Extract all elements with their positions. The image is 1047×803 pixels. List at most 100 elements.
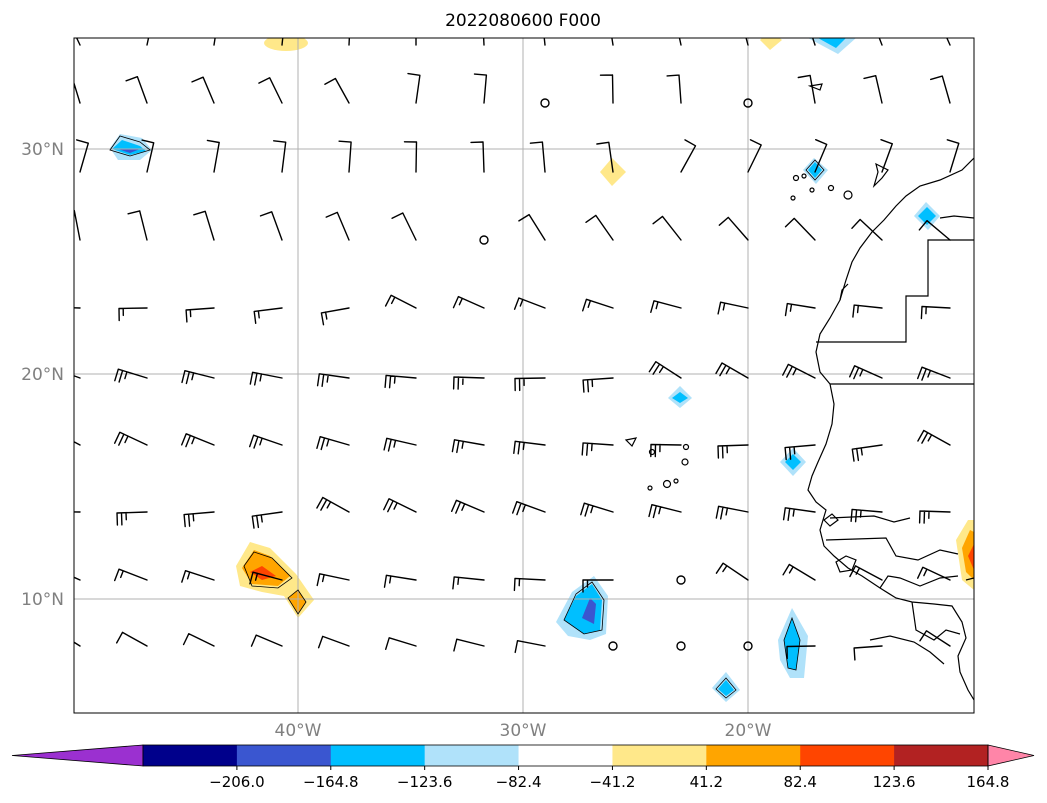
wind-barb [512, 501, 546, 516]
lat-labels: 30°N 20°N 10°N [21, 140, 64, 610]
wind-barb [946, 139, 960, 173]
wind-barb [325, 211, 350, 241]
calm-circle [479, 235, 489, 245]
wind-barb [514, 640, 546, 654]
colorbar [11, 744, 1035, 767]
wind-barb [383, 498, 417, 513]
wind-barb [391, 212, 417, 241]
calm-circle [676, 575, 686, 585]
wind-barb [782, 363, 816, 379]
wind-barb [114, 368, 148, 383]
wind-barb [384, 294, 417, 309]
wind-barb [250, 634, 283, 647]
colorbar-tick-labels: −206.0 −164.8 −123.6 −82.4 −41.2 41.2 82.4 123.… [209, 766, 1009, 791]
wind-barb [849, 565, 883, 581]
colorbar-box [518, 745, 613, 766]
colorbar-extend-low [11, 744, 144, 767]
colorbar-tick-label: 82.4 [784, 773, 817, 791]
wind-barb [878, 38, 883, 46]
wind-barb [650, 300, 682, 313]
wind-barb [74, 307, 81, 309]
wind-barb [513, 297, 546, 310]
wind-barb [415, 38, 417, 46]
wind-barb [451, 499, 485, 514]
wind-barb [251, 511, 283, 529]
wind-barb [482, 38, 485, 46]
wind-barb [452, 295, 485, 309]
colorbar-tick-label: −123.6 [397, 773, 453, 791]
colorbar-box [143, 745, 238, 766]
wind-barb [852, 304, 883, 318]
contour-lines [109, 135, 825, 699]
wind-barb [782, 507, 816, 521]
wind-barb [249, 434, 283, 449]
wind-barb [273, 140, 287, 173]
lon-label-20w: 20°W [725, 721, 772, 741]
wind-barb [849, 365, 883, 380]
wind-barb [253, 307, 283, 324]
map-panel [74, 38, 974, 713]
wind-barb [853, 645, 883, 661]
wind-barb [125, 76, 148, 104]
wind-barb [580, 502, 614, 517]
wind-barb [582, 298, 614, 312]
wind-barb [206, 139, 220, 173]
coastlines [624, 83, 974, 701]
wind-barb [611, 38, 614, 46]
wind-barb [114, 568, 148, 582]
wind-barb [74, 209, 81, 241]
wind-barb [930, 75, 951, 104]
wind-barb [717, 444, 749, 459]
colorbar-box [330, 745, 426, 766]
wind-barb [652, 215, 682, 241]
wind-barb [582, 579, 614, 593]
lon-labels: 40°W 30°W 20°W [275, 721, 772, 741]
wind-barb [146, 38, 150, 46]
wind-barb [141, 139, 155, 173]
wind-barb [715, 562, 749, 581]
wind-barb [784, 302, 816, 317]
wind-barb [116, 511, 148, 526]
colorbar-box [706, 745, 801, 766]
colorbar-box [894, 745, 989, 766]
colorbar-box [612, 745, 707, 766]
wind-barb [75, 38, 81, 46]
colorbar-tick-label: −164.8 [303, 773, 359, 791]
wind-barb [181, 370, 215, 385]
wind-barb [543, 38, 546, 46]
colorbar-box [236, 745, 332, 766]
calm-circle [743, 98, 753, 108]
wind-barb [74, 641, 81, 647]
wind-barb [453, 638, 485, 652]
wind-barb [316, 436, 350, 451]
wind-barb [513, 577, 546, 592]
wind-barb [680, 139, 697, 173]
figure-title: 2022080600 F000 [445, 11, 601, 31]
wind-barb [880, 139, 893, 173]
wind-barb [851, 444, 883, 462]
wind-barb [782, 563, 816, 581]
wind-barb [518, 213, 546, 241]
wind-barb [596, 141, 614, 173]
wind-barb [917, 429, 951, 446]
wind-barbs [74, 38, 960, 661]
calm-circle [676, 641, 686, 651]
wind-barb [585, 214, 614, 241]
wind-barb [116, 631, 148, 647]
wind-barb [185, 307, 215, 323]
wind-barb [666, 74, 682, 104]
wind-barb [786, 645, 816, 660]
wind-barb [451, 439, 485, 454]
wind-barb [917, 566, 951, 581]
colorbar-box [424, 745, 520, 766]
wind-barb [74, 576, 81, 581]
lon-label-30w: 30°W [500, 721, 547, 741]
wind-barb [648, 361, 682, 379]
colorbar-tick-label: 41.2 [690, 773, 723, 791]
wind-barb [851, 218, 883, 241]
contour-negative-top-right [808, 38, 856, 54]
wind-barb [183, 511, 215, 528]
wind-barb [193, 210, 215, 241]
wind-barb [385, 637, 417, 650]
wind-barb [407, 72, 421, 104]
